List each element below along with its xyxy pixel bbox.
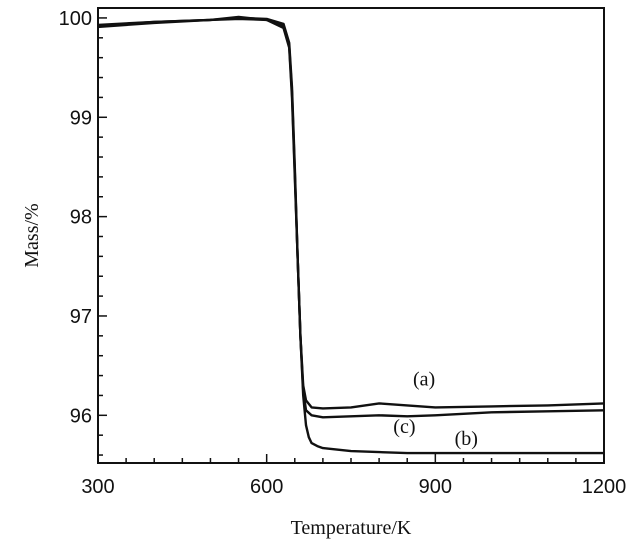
y-tick-label: 96 [70,405,92,427]
axis-ticks [97,17,605,463]
y-tick-label: 100 [59,8,92,30]
x-tick-label: 1200 [582,476,627,498]
curve-label: (a) [413,369,435,391]
y-axis-label: Mass/% [21,203,43,267]
curve-label: (c) [393,416,415,438]
x-tick-label: 300 [81,476,114,498]
series-line-1 [97,17,605,410]
x-tick-label: 900 [419,476,452,498]
curve-label: (b) [455,428,478,450]
y-tick-label: 99 [70,107,92,129]
x-axis-label: Temperature/K [291,517,412,539]
series-line-2 [97,16,604,455]
series-line-3 [97,15,605,419]
curve-annotations: (a) (c) (b) [393,369,478,451]
tick-labels: 300 600 900 1200 96 97 98 99 100 [59,8,627,498]
x-tick-label: 600 [250,476,283,498]
y-tick-label: 98 [70,207,92,229]
series-lines [97,15,605,455]
y-tick-label: 97 [70,306,92,328]
plot-frame [97,7,605,464]
